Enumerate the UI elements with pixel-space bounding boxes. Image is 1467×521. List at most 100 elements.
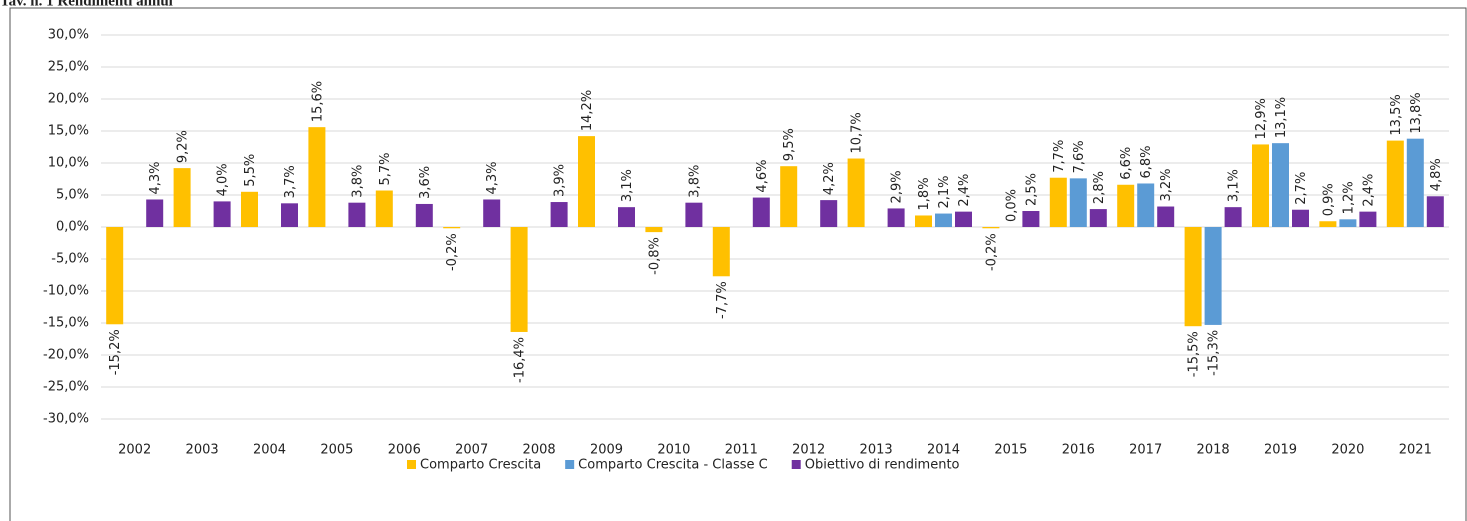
x-tick-label: 2015 xyxy=(994,443,1027,458)
y-tick-label: 5,0% xyxy=(56,188,89,203)
data-label: 3,1% xyxy=(620,169,635,202)
data-label: -15,2% xyxy=(108,329,123,375)
data-label: 13,5% xyxy=(1389,94,1404,135)
legend-swatch xyxy=(565,460,575,469)
data-label: 2,5% xyxy=(1024,173,1039,206)
legend-label: Comparto Crescita xyxy=(420,458,541,473)
y-tick-label: -15,0% xyxy=(43,316,89,331)
bar xyxy=(712,227,730,277)
data-label: 3,9% xyxy=(553,164,568,197)
data-label: 1,8% xyxy=(917,177,932,210)
data-label: 3,8% xyxy=(687,165,702,198)
bar xyxy=(955,211,972,227)
data-label: 3,1% xyxy=(1227,169,1242,202)
bar xyxy=(375,190,393,227)
bar xyxy=(308,127,326,227)
legend-label: Obiettivo di rendimento xyxy=(805,458,960,473)
data-label: 9,5% xyxy=(782,128,797,161)
x-tick-label: 2020 xyxy=(1331,443,1364,458)
bar xyxy=(510,227,528,332)
bar xyxy=(1049,177,1067,227)
y-tick-label: 0,0% xyxy=(56,220,89,235)
x-tick-label: 2008 xyxy=(523,443,556,458)
data-label: 10,7% xyxy=(850,112,865,153)
bar xyxy=(887,208,905,227)
y-tick-label: 20,0% xyxy=(48,92,89,107)
bar xyxy=(578,136,595,227)
bar xyxy=(1386,140,1404,227)
data-label: 7,6% xyxy=(1072,140,1087,173)
bar xyxy=(483,199,501,227)
data-label: -16,4% xyxy=(513,337,528,383)
bar xyxy=(935,213,952,227)
x-tick-label: 2004 xyxy=(253,443,286,458)
legend-label: Comparto Crescita - Classe C xyxy=(578,458,768,473)
bar xyxy=(146,199,164,227)
x-tick-label: 2005 xyxy=(320,443,353,458)
bar xyxy=(1252,144,1269,227)
data-label: 3,7% xyxy=(283,165,298,198)
bar xyxy=(1426,196,1444,227)
data-label: -0,8% xyxy=(647,237,662,275)
bar xyxy=(645,227,663,233)
bar xyxy=(173,168,191,227)
x-tick-label: 2010 xyxy=(657,443,690,458)
data-label: 2,4% xyxy=(1361,174,1376,207)
bar xyxy=(780,166,798,227)
bar xyxy=(1319,221,1337,227)
data-label: 15,6% xyxy=(310,81,325,122)
y-tick-label: 15,0% xyxy=(48,124,89,139)
legend-swatch xyxy=(407,460,416,469)
data-label: 7,7% xyxy=(1052,140,1067,173)
bar xyxy=(281,203,298,227)
data-label: 5,5% xyxy=(243,154,258,187)
bar xyxy=(752,197,770,227)
x-tick-label: 2016 xyxy=(1062,443,1095,458)
data-label: 3,6% xyxy=(418,166,433,199)
data-label: -15,3% xyxy=(1207,330,1222,376)
data-label: 0,0% xyxy=(1004,189,1019,222)
data-label: 2,1% xyxy=(937,176,952,209)
data-label: 4,6% xyxy=(755,160,770,193)
x-tick-label: 2021 xyxy=(1399,443,1432,458)
x-tick-label: 2002 xyxy=(118,443,151,458)
bar xyxy=(1224,207,1242,227)
y-tick-label: -30,0% xyxy=(43,412,89,427)
x-tick-label: 2006 xyxy=(388,443,421,458)
x-tick-label: 2011 xyxy=(725,443,758,458)
data-label: 2,4% xyxy=(957,174,972,207)
bar xyxy=(1157,206,1175,227)
x-tick-label: 2017 xyxy=(1129,443,1162,458)
y-tick-label: 30,0% xyxy=(48,28,89,43)
bar xyxy=(1292,209,1309,227)
bar xyxy=(1117,184,1135,227)
data-label: -0,2% xyxy=(984,233,999,271)
bar xyxy=(241,191,258,227)
y-tick-label: -20,0% xyxy=(43,348,89,363)
bar xyxy=(618,207,635,227)
bar xyxy=(443,227,461,229)
x-tick-label: 2003 xyxy=(186,443,219,458)
data-label: 4,3% xyxy=(148,161,163,194)
data-label: 13,8% xyxy=(1409,92,1424,133)
bar xyxy=(213,201,231,227)
bar xyxy=(1339,219,1357,227)
x-tick-label: 2012 xyxy=(792,443,825,458)
data-label: -7,7% xyxy=(715,281,730,319)
data-label: 6,6% xyxy=(1119,147,1134,180)
bar xyxy=(1069,178,1087,227)
data-label: 2,9% xyxy=(890,170,905,203)
legend-swatch xyxy=(791,460,801,469)
y-tick-label: -25,0% xyxy=(43,380,89,395)
y-tick-label: 25,0% xyxy=(48,60,89,75)
bar xyxy=(982,227,1000,229)
bar xyxy=(847,158,865,227)
data-label: -15,5% xyxy=(1187,331,1202,377)
bar xyxy=(820,200,838,227)
x-tick-label: 2007 xyxy=(455,443,488,458)
x-tick-label: 2013 xyxy=(860,443,893,458)
x-tick-label: 2014 xyxy=(927,443,960,458)
y-tick-label: -10,0% xyxy=(43,284,89,299)
bar xyxy=(1406,138,1424,227)
